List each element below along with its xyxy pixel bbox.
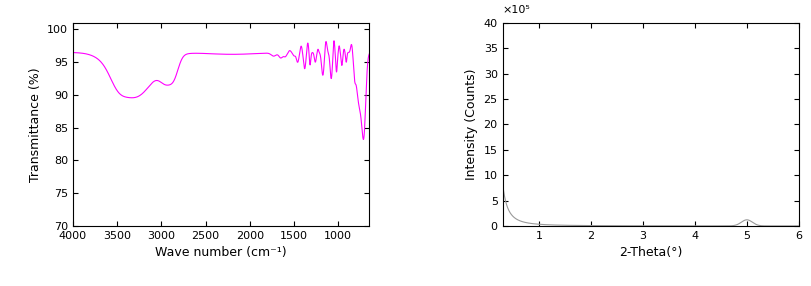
Text: ×10⁵: ×10⁵: [503, 5, 530, 15]
X-axis label: Wave number (cm⁻¹): Wave number (cm⁻¹): [156, 246, 287, 259]
Y-axis label: Transmittance (%): Transmittance (%): [28, 67, 41, 182]
X-axis label: 2-Theta(°): 2-Theta(°): [619, 246, 682, 259]
Y-axis label: Intensity (Counts): Intensity (Counts): [465, 69, 478, 180]
